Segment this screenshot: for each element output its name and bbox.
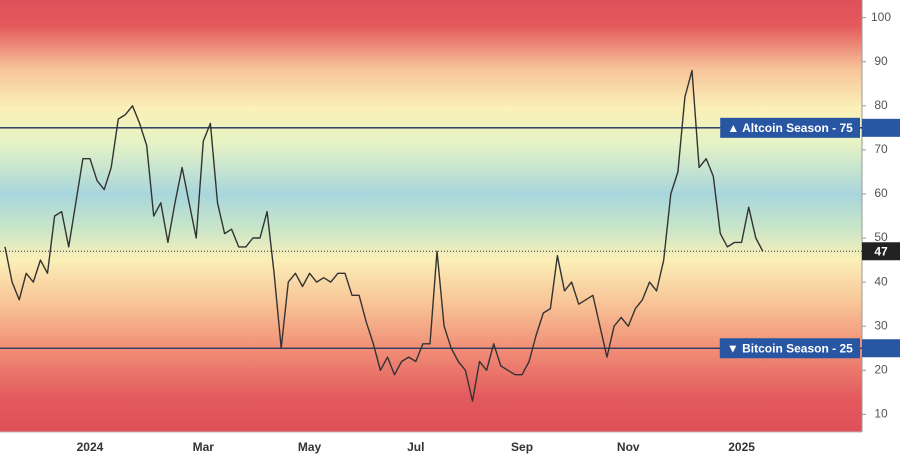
threshold-label: ▲ Altcoin Season - 75 (727, 121, 853, 135)
x-tick-label: Jul (407, 440, 424, 454)
y-tick-label: 30 (874, 318, 888, 332)
y-tick-label: 90 (874, 54, 888, 68)
current-value-box (862, 242, 900, 261)
series-line (4, 69, 764, 402)
x-tick-label: Sep (511, 440, 533, 454)
x-tick-label: Nov (617, 440, 640, 454)
y-tick-label: 100 (871, 10, 891, 24)
y-tick-label: 10 (874, 407, 888, 421)
threshold-label: ▼ Bitcoin Season - 25 (727, 341, 853, 355)
y-tick-label: 50 (874, 230, 888, 244)
x-tick-label: May (298, 440, 322, 454)
axis-value-box (862, 339, 900, 358)
y-tick-label: 20 (874, 362, 888, 376)
threshold-label-box (719, 338, 860, 359)
y-tick-label: 40 (874, 274, 888, 288)
x-tick-label: 2024 (77, 440, 104, 454)
plot-background (0, 0, 862, 432)
x-tick-label: Mar (193, 440, 215, 454)
y-tick-label: 70 (874, 142, 888, 156)
y-tick-label: 60 (874, 186, 888, 200)
current-value-label: 47 (874, 244, 888, 258)
threshold-label-box (720, 117, 860, 138)
axis-value-box (862, 118, 900, 137)
x-tick-label: 2025 (728, 440, 755, 454)
y-tick-label: 80 (874, 98, 888, 112)
